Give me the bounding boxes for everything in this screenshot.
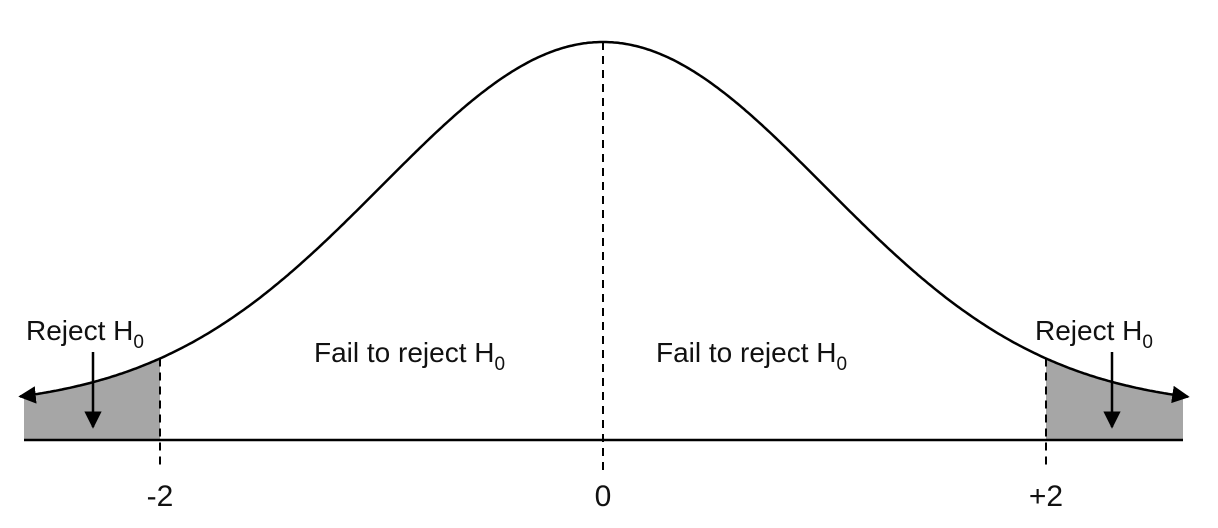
right-rejection-region	[1046, 358, 1183, 440]
left-reject-label: Reject H0	[26, 315, 144, 353]
tick-label-0: 0	[595, 480, 612, 513]
tick-label-neg2: -2	[147, 480, 174, 513]
right-reject-label: Reject H0	[1035, 315, 1153, 353]
tick-label-pos2: +2	[1029, 480, 1063, 513]
center-right-fail-label: Fail to reject H0	[656, 337, 847, 375]
center-left-fail-label: Fail to reject H0	[314, 337, 505, 375]
